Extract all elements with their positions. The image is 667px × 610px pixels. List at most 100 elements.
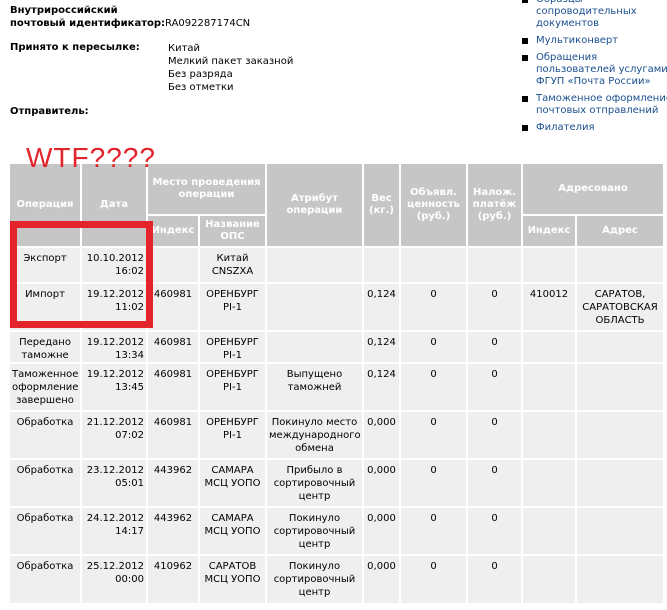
cell-date: 24.12.2012 14:17 [80, 506, 148, 556]
accepted-mark: Без отметки [168, 82, 234, 93]
link-multiconvert[interactable]: Мультиконверт [518, 35, 667, 47]
cell-date: 23.12.2012 05:01 [80, 458, 148, 508]
cell-date: 10.10.2012 16:02 [80, 246, 148, 284]
cell-operation: Обработка [8, 410, 82, 460]
cell-place-index: 460981 [146, 330, 200, 364]
cell-cod: 0 [466, 410, 523, 460]
table-row: Обработка 25.12.2012 00:00 410962 САРАТОВ М… [8, 554, 666, 605]
cell-addr-address [574, 246, 666, 284]
cell-operation: Обработка [8, 458, 82, 508]
header-place-name: Название ОПС [198, 214, 267, 248]
cell-date: 19.12.2012 13:34 [80, 330, 148, 364]
cell-place-name: ОРЕНБУРГ PI-1 [198, 282, 267, 332]
sidebar-links: Образцы сопроводительных документов Муль… [518, 0, 667, 139]
cell-addr-index [521, 458, 577, 508]
cell-place-name: Китай CNSZXA [198, 246, 267, 284]
cell-place-name: САМАРА МСЦ УОПО [198, 458, 267, 508]
cell-attribute: Выпущено таможней [265, 362, 364, 412]
cell-place-name: ОРЕНБУРГ PI-1 [198, 362, 267, 412]
cell-addr-address: САРАТОВ, САРАТОВСКАЯ ОБЛАСТЬ [574, 282, 666, 332]
table-row: Обработка 21.12.2012 07:02 460981 ОРЕНБУРГ … [8, 410, 666, 460]
accepted-values: Китай Мелкий пакет заказной Без разряда … [168, 42, 293, 94]
accepted-type: Мелкий пакет заказной [168, 56, 294, 67]
cell-operation: Таможенное оформление завершено [8, 362, 82, 412]
link-philately[interactable]: Филателия [518, 122, 667, 134]
header-place-index: Индекс [146, 214, 200, 248]
link-user-appeals[interactable]: Обращения пользователей услугами ФГУП «П… [518, 52, 667, 88]
cell-addr-index [521, 506, 577, 556]
header-cod: Налож. платёж (руб.) [466, 162, 523, 248]
cell-place-index: 443962 [146, 506, 200, 556]
cell-declared-value [399, 246, 468, 284]
cell-attribute [265, 282, 364, 332]
cell-addr-index [521, 410, 577, 460]
cell-addr-index [521, 362, 577, 412]
cell-place-index: 460981 [146, 410, 200, 460]
cell-weight: 0,000 [362, 506, 401, 556]
header-addr-index: Индекс [521, 214, 577, 248]
header-attribute: Атрибут операции [265, 162, 364, 248]
cell-cod: 0 [466, 330, 523, 364]
cell-place-index: 410962 [146, 554, 200, 605]
link-label[interactable]: Филателия [536, 122, 595, 133]
id-value: RA092287174CN [165, 18, 251, 29]
id-label: Внутрироссийский почтовый идентификатор:… [10, 4, 250, 30]
cell-addr-address [574, 330, 666, 364]
cell-date: 25.12.2012 00:00 [80, 554, 148, 605]
cell-weight: 0,124 [362, 362, 401, 412]
header-addr-address: Адрес [574, 214, 666, 248]
cell-place-index: 443962 [146, 458, 200, 508]
link-label[interactable]: Обращения пользователей услугами ФГУП «П… [536, 52, 667, 87]
cell-declared-value: 0 [399, 282, 468, 332]
link-sample-documents[interactable]: Образцы сопроводительных документов [518, 0, 667, 30]
cell-declared-value: 0 [399, 330, 468, 364]
cell-addr-address [574, 506, 666, 556]
cell-operation: Обработка [8, 554, 82, 605]
table-row: Таможенное оформление завершено 19.12.201… [8, 362, 666, 412]
cell-weight: 0,000 [362, 554, 401, 605]
header-weight: Вес (кг.) [362, 162, 401, 248]
cell-declared-value: 0 [399, 554, 468, 605]
accepted-class: Без разряда [168, 69, 233, 80]
cell-weight: 0,124 [362, 282, 401, 332]
table-row: Импорт 19.12.2012 11:02 460981 ОРЕНБУРГ PI-… [8, 282, 666, 332]
cell-operation: Передано таможне [8, 330, 82, 364]
cell-addr-index [521, 246, 577, 284]
cell-addr-address [574, 362, 666, 412]
cell-addr-address [574, 410, 666, 460]
cell-cod: 0 [466, 554, 523, 605]
header-declared-value: Объявл. ценность (руб.) [399, 162, 468, 248]
cell-declared-value: 0 [399, 506, 468, 556]
cell-attribute [265, 330, 364, 364]
cell-attribute [265, 246, 364, 284]
cell-attribute: Прибыло в сортировочный центр [265, 458, 364, 508]
highlight-box [10, 221, 153, 328]
cell-cod: 0 [466, 458, 523, 508]
link-customs[interactable]: Таможенное оформление почтовых отправлен… [518, 93, 667, 117]
bullet-icon [522, 0, 528, 3]
cell-place-index: 460981 [146, 362, 200, 412]
link-label[interactable]: Таможенное оформление почтовых отправлен… [536, 93, 667, 116]
cell-place-name: САРАТОВ МСЦ УОПО [198, 554, 267, 605]
cell-attribute: Покинуло сортировочный центр [265, 506, 364, 556]
table-row: Передано таможне 19.12.2012 13:34 460981 ОР… [8, 330, 666, 364]
cell-cod: 0 [466, 506, 523, 556]
table-row: Обработка 24.12.2012 14:17 443962 САМАРА МС… [8, 506, 666, 556]
annotation-text: WTF???? [26, 142, 156, 173]
cell-weight: 0,000 [362, 458, 401, 508]
link-label[interactable]: Мультиконверт [536, 35, 619, 46]
bullet-icon [522, 125, 528, 131]
cell-addr-address [574, 458, 666, 508]
table-row: Обработка 23.12.2012 05:01 443962 САМАРА МС… [8, 458, 666, 508]
cell-place-name: САМАРА МСЦ УОПО [198, 506, 267, 556]
table-row: Экспорт 10.10.2012 16:02 Китай CNSZXA [8, 246, 666, 284]
cell-weight [362, 246, 401, 284]
link-label[interactable]: Образцы сопроводительных документов [536, 0, 637, 29]
cell-date: 19.12.2012 13:45 [80, 362, 148, 412]
cell-addr-index [521, 554, 577, 605]
cell-weight: 0,124 [362, 330, 401, 364]
header-date: Дата [80, 162, 148, 248]
id-label-line2: почтовый идентификатор: [10, 18, 166, 29]
cell-date: 21.12.2012 07:02 [80, 410, 148, 460]
header-addressed: Адресовано [520, 162, 666, 216]
